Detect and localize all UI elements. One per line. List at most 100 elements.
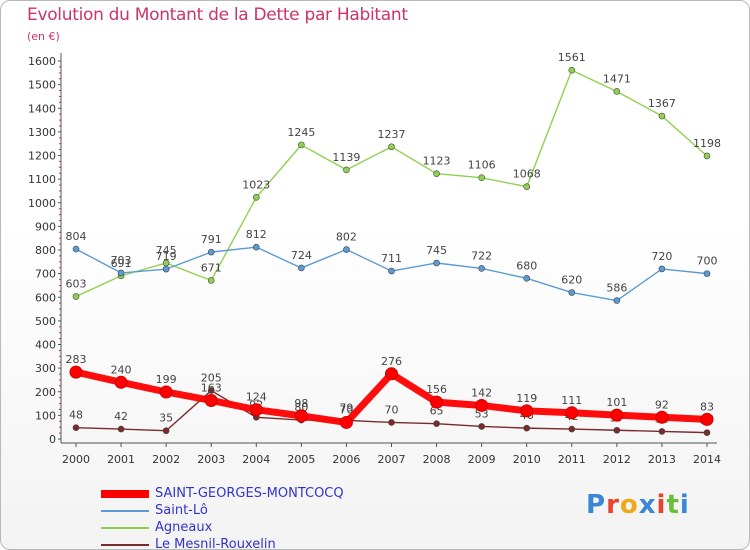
x-tick-label: 2001	[107, 453, 135, 466]
data-point-agneaux	[207, 277, 215, 284]
x-tick-label: 2003	[197, 453, 225, 466]
data-point-agneaux	[613, 88, 621, 95]
x-tick-label: 2013	[648, 453, 676, 466]
data-point-saint-l	[298, 264, 305, 272]
data-point-saint-georges-montcocq	[159, 385, 173, 399]
data-label-agneaux: 1023	[242, 178, 270, 191]
data-point-agneaux	[658, 112, 666, 120]
x-tick-label: 2008	[423, 453, 451, 466]
data-label-saint-georges-montcocq: 83	[700, 400, 714, 413]
data-point-saint-l	[658, 265, 666, 273]
data-point-saint-georges-montcocq	[700, 412, 714, 426]
data-label-saint-georges-montcocq: 124	[246, 391, 267, 404]
data-point-saint-georges-montcocq	[114, 375, 128, 389]
data-label-saint-l: 586	[606, 282, 627, 295]
data-label-agneaux: 671	[201, 261, 222, 274]
data-point-le-mesnil-rouxelin	[523, 424, 531, 432]
data-label-le-mesnil-rouxelin: 48	[69, 409, 83, 422]
y-tick-label: 900	[35, 220, 56, 233]
data-label-saint-l: 722	[471, 249, 492, 262]
data-label-agneaux: 1123	[423, 155, 451, 168]
data-point-saint-l	[568, 289, 576, 296]
x-tick-label: 2005	[287, 453, 315, 466]
data-label-saint-l: 703	[111, 254, 132, 267]
x-tick-label: 2004	[242, 453, 270, 466]
data-point-saint-georges-montcocq	[520, 404, 534, 418]
data-label-agneaux: 1198	[693, 137, 721, 150]
data-point-saint-l	[162, 265, 170, 273]
y-tick-label: 1500	[28, 79, 56, 92]
data-label-le-mesnil-rouxelin: 79	[339, 401, 353, 414]
data-label-agneaux: 745	[156, 244, 177, 257]
data-label-le-mesnil-rouxelin: 42	[114, 410, 128, 423]
data-point-saint-l	[613, 297, 621, 304]
data-point-le-mesnil-rouxelin	[162, 427, 170, 435]
data-point-le-mesnil-rouxelin	[388, 419, 395, 426]
data-point-agneaux	[343, 166, 350, 174]
data-label-saint-l: 745	[426, 244, 447, 257]
x-tick-label: 2002	[152, 453, 180, 466]
data-point-saint-l	[343, 246, 350, 253]
data-point-agneaux	[252, 194, 260, 201]
data-label-agneaux: 1237	[378, 128, 406, 141]
data-label-le-mesnil-rouxelin: 70	[385, 403, 399, 416]
data-label-saint-georges-montcocq: 276	[381, 355, 402, 368]
data-label-le-mesnil-rouxelin: 65	[430, 405, 444, 418]
data-label-saint-georges-montcocq: 92	[655, 398, 669, 411]
y-tick-label: 1600	[28, 55, 56, 68]
data-label-saint-georges-montcocq: 98	[294, 397, 308, 410]
x-tick-label: 2011	[558, 453, 586, 466]
data-label-saint-georges-montcocq: 111	[561, 394, 582, 407]
data-label-saint-georges-montcocq: 163	[201, 381, 222, 394]
data-point-saint-georges-montcocq	[69, 365, 83, 379]
data-point-saint-georges-montcocq	[204, 393, 218, 407]
data-point-agneaux	[568, 66, 576, 74]
y-tick-label: 1100	[28, 173, 56, 186]
data-point-le-mesnil-rouxelin	[613, 426, 621, 434]
x-tick-label: 2012	[603, 453, 631, 466]
data-point-agneaux	[478, 174, 485, 182]
data-point-le-mesnil-rouxelin	[568, 425, 576, 433]
data-point-le-mesnil-rouxelin	[433, 420, 440, 427]
data-point-agneaux	[433, 170, 440, 177]
brand-letter: i	[679, 490, 690, 520]
data-label-agneaux: 1561	[558, 51, 586, 64]
data-label-saint-georges-montcocq: 240	[111, 363, 132, 376]
y-tick-label: 200	[35, 386, 56, 399]
y-tick-label: 1000	[28, 197, 56, 210]
y-tick-label: 800	[35, 244, 56, 257]
data-point-saint-l	[433, 259, 440, 267]
brand-letter: r	[606, 490, 620, 520]
y-tick-label: 700	[35, 268, 56, 281]
y-tick-label: 600	[35, 291, 56, 304]
data-label-agneaux: 603	[66, 278, 87, 291]
data-label-agneaux: 1245	[287, 126, 315, 139]
data-label-saint-l: 719	[156, 250, 177, 263]
data-point-saint-l	[478, 265, 485, 272]
data-label-agneaux: 1139	[332, 151, 360, 164]
data-label-saint-l: 802	[336, 231, 357, 244]
data-point-le-mesnil-rouxelin	[478, 423, 485, 430]
y-tick-label: 500	[35, 315, 56, 328]
data-label-agneaux: 1068	[513, 168, 541, 181]
x-tick-label: 2000	[62, 453, 90, 466]
chart-subtitle: (en €)	[27, 30, 60, 43]
x-tick-label: 2010	[513, 453, 541, 466]
legend-swatch	[101, 490, 149, 498]
data-label-saint-l: 711	[381, 252, 402, 265]
data-label-saint-georges-montcocq: 156	[426, 383, 447, 396]
data-point-saint-l	[72, 245, 80, 253]
data-point-saint-l	[703, 270, 711, 277]
data-point-saint-l	[388, 267, 395, 275]
data-label-saint-l: 724	[291, 249, 312, 262]
x-tick-label: 2009	[468, 453, 496, 466]
data-label-saint-georges-montcocq: 283	[66, 353, 87, 366]
data-point-saint-georges-montcocq	[655, 410, 669, 424]
data-label-saint-georges-montcocq: 70	[339, 403, 353, 416]
chart-title: Evolution du Montant de la Dette par Hab…	[27, 5, 408, 25]
data-point-le-mesnil-rouxelin	[117, 425, 125, 433]
y-tick-label: 100	[35, 409, 56, 422]
data-label-saint-georges-montcocq: 199	[156, 373, 177, 386]
